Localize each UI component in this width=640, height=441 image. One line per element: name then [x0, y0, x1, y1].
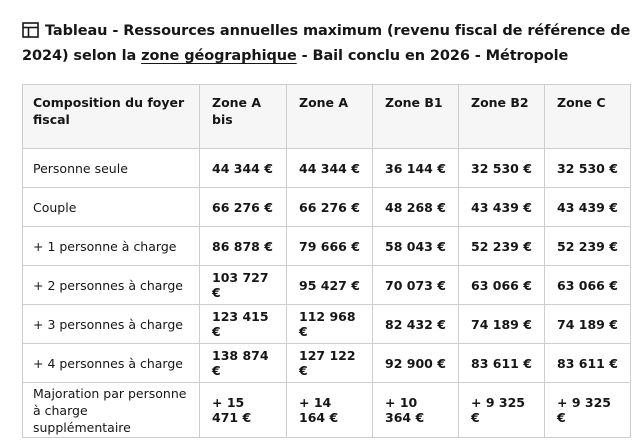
- table-row: Couple 66 276 € 66 276 € 48 268 € 43 439…: [22, 187, 631, 227]
- table-cell: 112 968 €: [286, 304, 373, 344]
- row-label: + 2 personnes à charge: [22, 265, 200, 305]
- row-label: + 4 personnes à charge: [22, 343, 200, 383]
- table-row: + 3 personnes à charge 123 415 € 112 968…: [22, 304, 631, 344]
- page-title: Tableau - Ressources annuelles maximum (…: [22, 20, 632, 67]
- table-cell: 66 276 €: [286, 187, 373, 227]
- header-zone-a-bis: Zone A bis: [199, 84, 287, 149]
- table-cell: + 14 164 €: [286, 382, 373, 438]
- table-cell: + 9 325 €: [458, 382, 545, 438]
- table-cell: 52 239 €: [458, 226, 545, 266]
- table-header-row: Composition du foyer fiscal Zone A bis Z…: [22, 84, 631, 149]
- table-row: + 2 personnes à charge 103 727 € 95 427 …: [22, 265, 631, 305]
- table-cell: 74 189 €: [544, 304, 631, 344]
- table-cell: + 9 325 €: [544, 382, 631, 438]
- row-label: + 1 personne à charge: [22, 226, 200, 266]
- table-cell: 74 189 €: [458, 304, 545, 344]
- resources-table: Composition du foyer fiscal Zone A bis Z…: [22, 84, 631, 438]
- table-cell: 70 073 €: [372, 265, 459, 305]
- table-cell: 92 900 €: [372, 343, 459, 383]
- table-cell: 123 415 €: [199, 304, 287, 344]
- table-cell: 58 043 €: [372, 226, 459, 266]
- table-cell: + 10 364 €: [372, 382, 459, 438]
- header-zone-b1: Zone B1: [372, 84, 459, 149]
- table-cell: 103 727 €: [199, 265, 287, 305]
- table-cell: 44 344 €: [286, 148, 373, 188]
- table-row: Personne seule 44 344 € 44 344 € 36 144 …: [22, 148, 631, 188]
- table-cell: 32 530 €: [458, 148, 545, 188]
- table-cell: 43 439 €: [544, 187, 631, 227]
- header-composition: Composition du foyer fiscal: [22, 84, 200, 149]
- zone-geographique-link[interactable]: zone géographique: [141, 48, 297, 64]
- header-zone-a: Zone A: [286, 84, 373, 149]
- table-cell: + 15 471 €: [199, 382, 287, 438]
- table-cell: 95 427 €: [286, 265, 373, 305]
- table-cell: 127 122 €: [286, 343, 373, 383]
- header-zone-b2: Zone B2: [458, 84, 545, 149]
- header-zone-c: Zone C: [544, 84, 631, 149]
- table-row: Majoration par personne à charge supplém…: [22, 382, 631, 438]
- title-text-prefix: Tableau - Ressources annuelles maximum (…: [22, 23, 631, 64]
- row-label: Personne seule: [22, 148, 200, 188]
- title-text-suffix: - Bail conclu en 2026 - Métropole: [296, 48, 569, 64]
- table-cell: 36 144 €: [372, 148, 459, 188]
- table-cell: 43 439 €: [458, 187, 545, 227]
- table-icon: [22, 22, 39, 45]
- row-label: + 3 personnes à charge: [22, 304, 200, 344]
- table-cell: 32 530 €: [544, 148, 631, 188]
- table-cell: 79 666 €: [286, 226, 373, 266]
- table-cell: 82 432 €: [372, 304, 459, 344]
- table-row: + 1 personne à charge 86 878 € 79 666 € …: [22, 226, 631, 266]
- table-cell: 83 611 €: [458, 343, 545, 383]
- row-label: Majoration par personne à charge supplém…: [22, 382, 200, 438]
- table-cell: 138 874 €: [199, 343, 287, 383]
- table-cell: 52 239 €: [544, 226, 631, 266]
- table-cell: 66 276 €: [199, 187, 287, 227]
- table-cell: 44 344 €: [199, 148, 287, 188]
- table-cell: 83 611 €: [544, 343, 631, 383]
- table-cell: 48 268 €: [372, 187, 459, 227]
- row-label: Couple: [22, 187, 200, 227]
- table-row: + 4 personnes à charge 138 874 € 127 122…: [22, 343, 631, 383]
- table-cell: 63 066 €: [458, 265, 545, 305]
- table-cell: 63 066 €: [544, 265, 631, 305]
- table-cell: 86 878 €: [199, 226, 287, 266]
